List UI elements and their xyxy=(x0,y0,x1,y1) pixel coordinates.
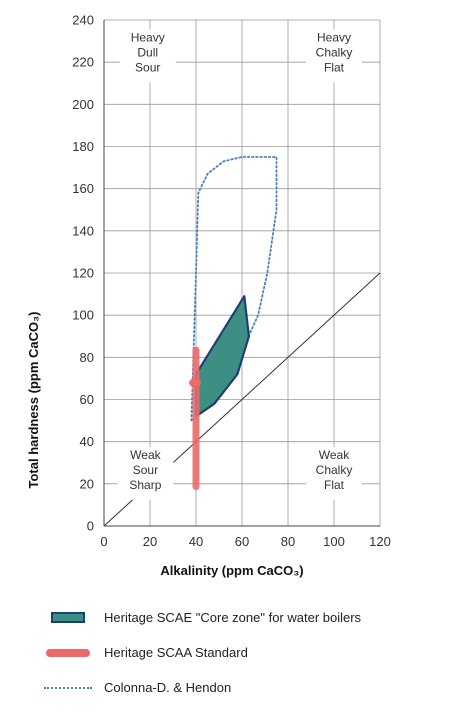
zone-labels: HeavyDullSourHeavyChalkyFlatWeakSourShar… xyxy=(117,29,362,500)
y-tick-label: 160 xyxy=(72,181,94,196)
x-tick-label: 20 xyxy=(143,534,157,549)
zone-label-bg xyxy=(119,29,176,83)
legend-swatch-colonna xyxy=(42,680,94,696)
y-tick-label: 40 xyxy=(80,434,94,449)
zone-label-line: Heavy xyxy=(317,30,351,44)
y-tick-labels: 0 20 40 60 80 100 120 140 160 180 200 220 240 xyxy=(72,13,94,534)
zone-label-line: Weak xyxy=(130,448,161,462)
x-tick-label: 0 xyxy=(100,534,107,549)
core-zone-polygon xyxy=(194,295,250,418)
zone-label-line: Heavy xyxy=(131,30,165,44)
zone-label-bg xyxy=(306,446,362,500)
series-layer xyxy=(189,156,278,491)
zone-label-line: Sour xyxy=(135,60,160,74)
x-axis-label: Alkalinity (ppm CaCO₃) xyxy=(160,563,303,578)
legend-item-colonna: Colonna-D. & Hendon xyxy=(42,670,442,705)
legend-item-scaa: Heritage SCAA Standard xyxy=(42,635,442,670)
legend-item-core-zone: Heritage SCAE "Core zone" for water boil… xyxy=(42,600,442,635)
y-tick-label: 220 xyxy=(72,55,94,70)
x-tick-label: 40 xyxy=(189,534,203,549)
legend-label: Heritage SCAE "Core zone" for water boil… xyxy=(104,610,362,625)
scaa-standard-band xyxy=(192,346,200,491)
axes xyxy=(103,20,380,527)
x-tick-label: 100 xyxy=(323,534,345,549)
y-tick-label: 80 xyxy=(80,350,94,365)
y-tick-label: 140 xyxy=(72,223,94,238)
zone-label-line: Chalky xyxy=(316,463,353,477)
zone-label-line: Flat xyxy=(324,60,345,74)
y-tick-label: 240 xyxy=(72,13,94,28)
zone-label-line: Sharp xyxy=(129,478,161,492)
zone-label-line: Chalky xyxy=(316,45,353,59)
scaa-standard-marker xyxy=(189,378,201,388)
zone-label-line: Weak xyxy=(319,448,350,462)
zone-label-line: Flat xyxy=(324,478,345,492)
x-tick-label: 60 xyxy=(235,534,249,549)
y-tick-label: 60 xyxy=(80,392,94,407)
x-tick-label: 120 xyxy=(369,534,391,549)
y-tick-label: 20 xyxy=(80,476,94,491)
y-tick-label: 180 xyxy=(72,139,94,154)
chart: 0 20 40 60 80 100 120 0 20 40 60 80 100 120 140 160 180… xyxy=(26,13,391,579)
legend-swatch-scaa xyxy=(42,645,94,661)
legend: Heritage SCAE "Core zone" for water boil… xyxy=(42,600,442,705)
legend-label: Heritage SCAA Standard xyxy=(104,645,248,660)
y-tick-label: 0 xyxy=(87,519,94,534)
y-tick-label: 120 xyxy=(72,266,94,281)
y-tick-label: 200 xyxy=(72,97,94,112)
y-tick-label: 100 xyxy=(72,308,94,323)
x-tick-label: 80 xyxy=(281,534,295,549)
zone-label-bg xyxy=(117,446,174,500)
legend-label: Colonna-D. & Hendon xyxy=(104,680,232,695)
colonna-hendon-outline xyxy=(190,156,278,422)
zone-label-bg xyxy=(306,29,362,83)
legend-swatch-core-zone xyxy=(42,610,94,626)
x-tick-labels: 0 20 40 60 80 100 120 xyxy=(100,534,390,549)
zone-label-line: Sour xyxy=(133,463,158,477)
y-axis-label: Total hardness (ppm CaCO₃) xyxy=(26,312,41,489)
zone-label-line: Dull xyxy=(137,45,158,59)
